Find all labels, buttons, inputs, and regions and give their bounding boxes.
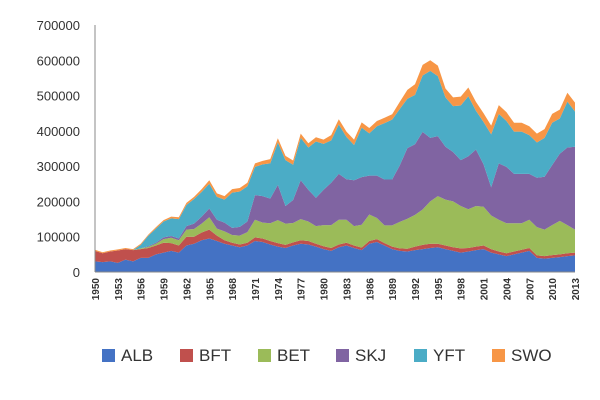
y-tick-label: 400000: [37, 124, 80, 139]
x-tick-label: 2004: [502, 278, 513, 301]
legend-swatch-yft: [414, 349, 427, 362]
y-tick-label: 300000: [37, 159, 80, 174]
legend-label-yft: YFT: [433, 346, 465, 365]
area-series-group: [95, 60, 575, 272]
area-series-bet: [95, 196, 575, 257]
x-tick-label: 1980: [320, 278, 331, 301]
y-tick-label: 100000: [37, 230, 80, 245]
x-tick-label: 1965: [205, 278, 216, 301]
x-tick-label: 1968: [228, 278, 239, 301]
x-tick-label: 2010: [548, 278, 559, 301]
x-tick-label: 1995: [434, 278, 445, 301]
x-tick-label: 1962: [182, 278, 193, 301]
area-series-yft: [95, 70, 575, 254]
x-tick-label: 1953: [114, 278, 125, 301]
legend-swatch-swo: [492, 349, 505, 362]
y-tick-label: 600000: [37, 53, 80, 68]
legend-label-swo: SWO: [511, 346, 552, 365]
x-tick-label: 1977: [297, 278, 308, 301]
legend-label-alb: ALB: [121, 346, 153, 365]
y-tick-label: 500000: [37, 89, 80, 104]
legend-label-bet: BET: [277, 346, 310, 365]
x-tick-label: 1974: [274, 278, 285, 301]
x-tick-label: 1971: [251, 278, 262, 301]
x-tick-label: 1950: [91, 278, 102, 301]
x-tick-label: 2013: [571, 278, 582, 301]
y-tick-labels: 700000 600000 500000 400000 300000 200000 1000…: [37, 18, 80, 280]
x-tick-labels: 1950 1953 1956 1959 1962 1965 1968 1971 1974 1977…: [91, 278, 582, 301]
x-tick-label: 1989: [388, 278, 399, 301]
legend-swatch-skj: [336, 349, 349, 362]
y-tick-label: 200000: [37, 194, 80, 209]
x-tick-label: 2001: [480, 278, 491, 301]
y-tick-label: 700000: [37, 18, 80, 33]
area-series-skj: [95, 131, 575, 254]
x-tick-label: 1959: [160, 278, 171, 301]
x-tick-label: 1992: [411, 278, 422, 301]
y-tick-label: 0: [73, 265, 80, 280]
x-tick-label: 1998: [457, 278, 468, 301]
legend-swatch-bet: [258, 349, 271, 362]
legend-swatch-bft: [180, 349, 193, 362]
legend: ALB BFT BET SKJ YFT SWO: [102, 346, 552, 365]
x-tick-label: 1983: [342, 278, 353, 301]
legend-swatch-alb: [102, 349, 115, 362]
legend-label-bft: BFT: [199, 346, 231, 365]
x-tick-label: 1986: [365, 278, 376, 301]
legend-label-skj: SKJ: [355, 346, 386, 365]
area-series-alb: [95, 238, 575, 272]
x-tick-label: 2007: [525, 278, 536, 301]
x-tick-label: 1956: [137, 278, 148, 301]
